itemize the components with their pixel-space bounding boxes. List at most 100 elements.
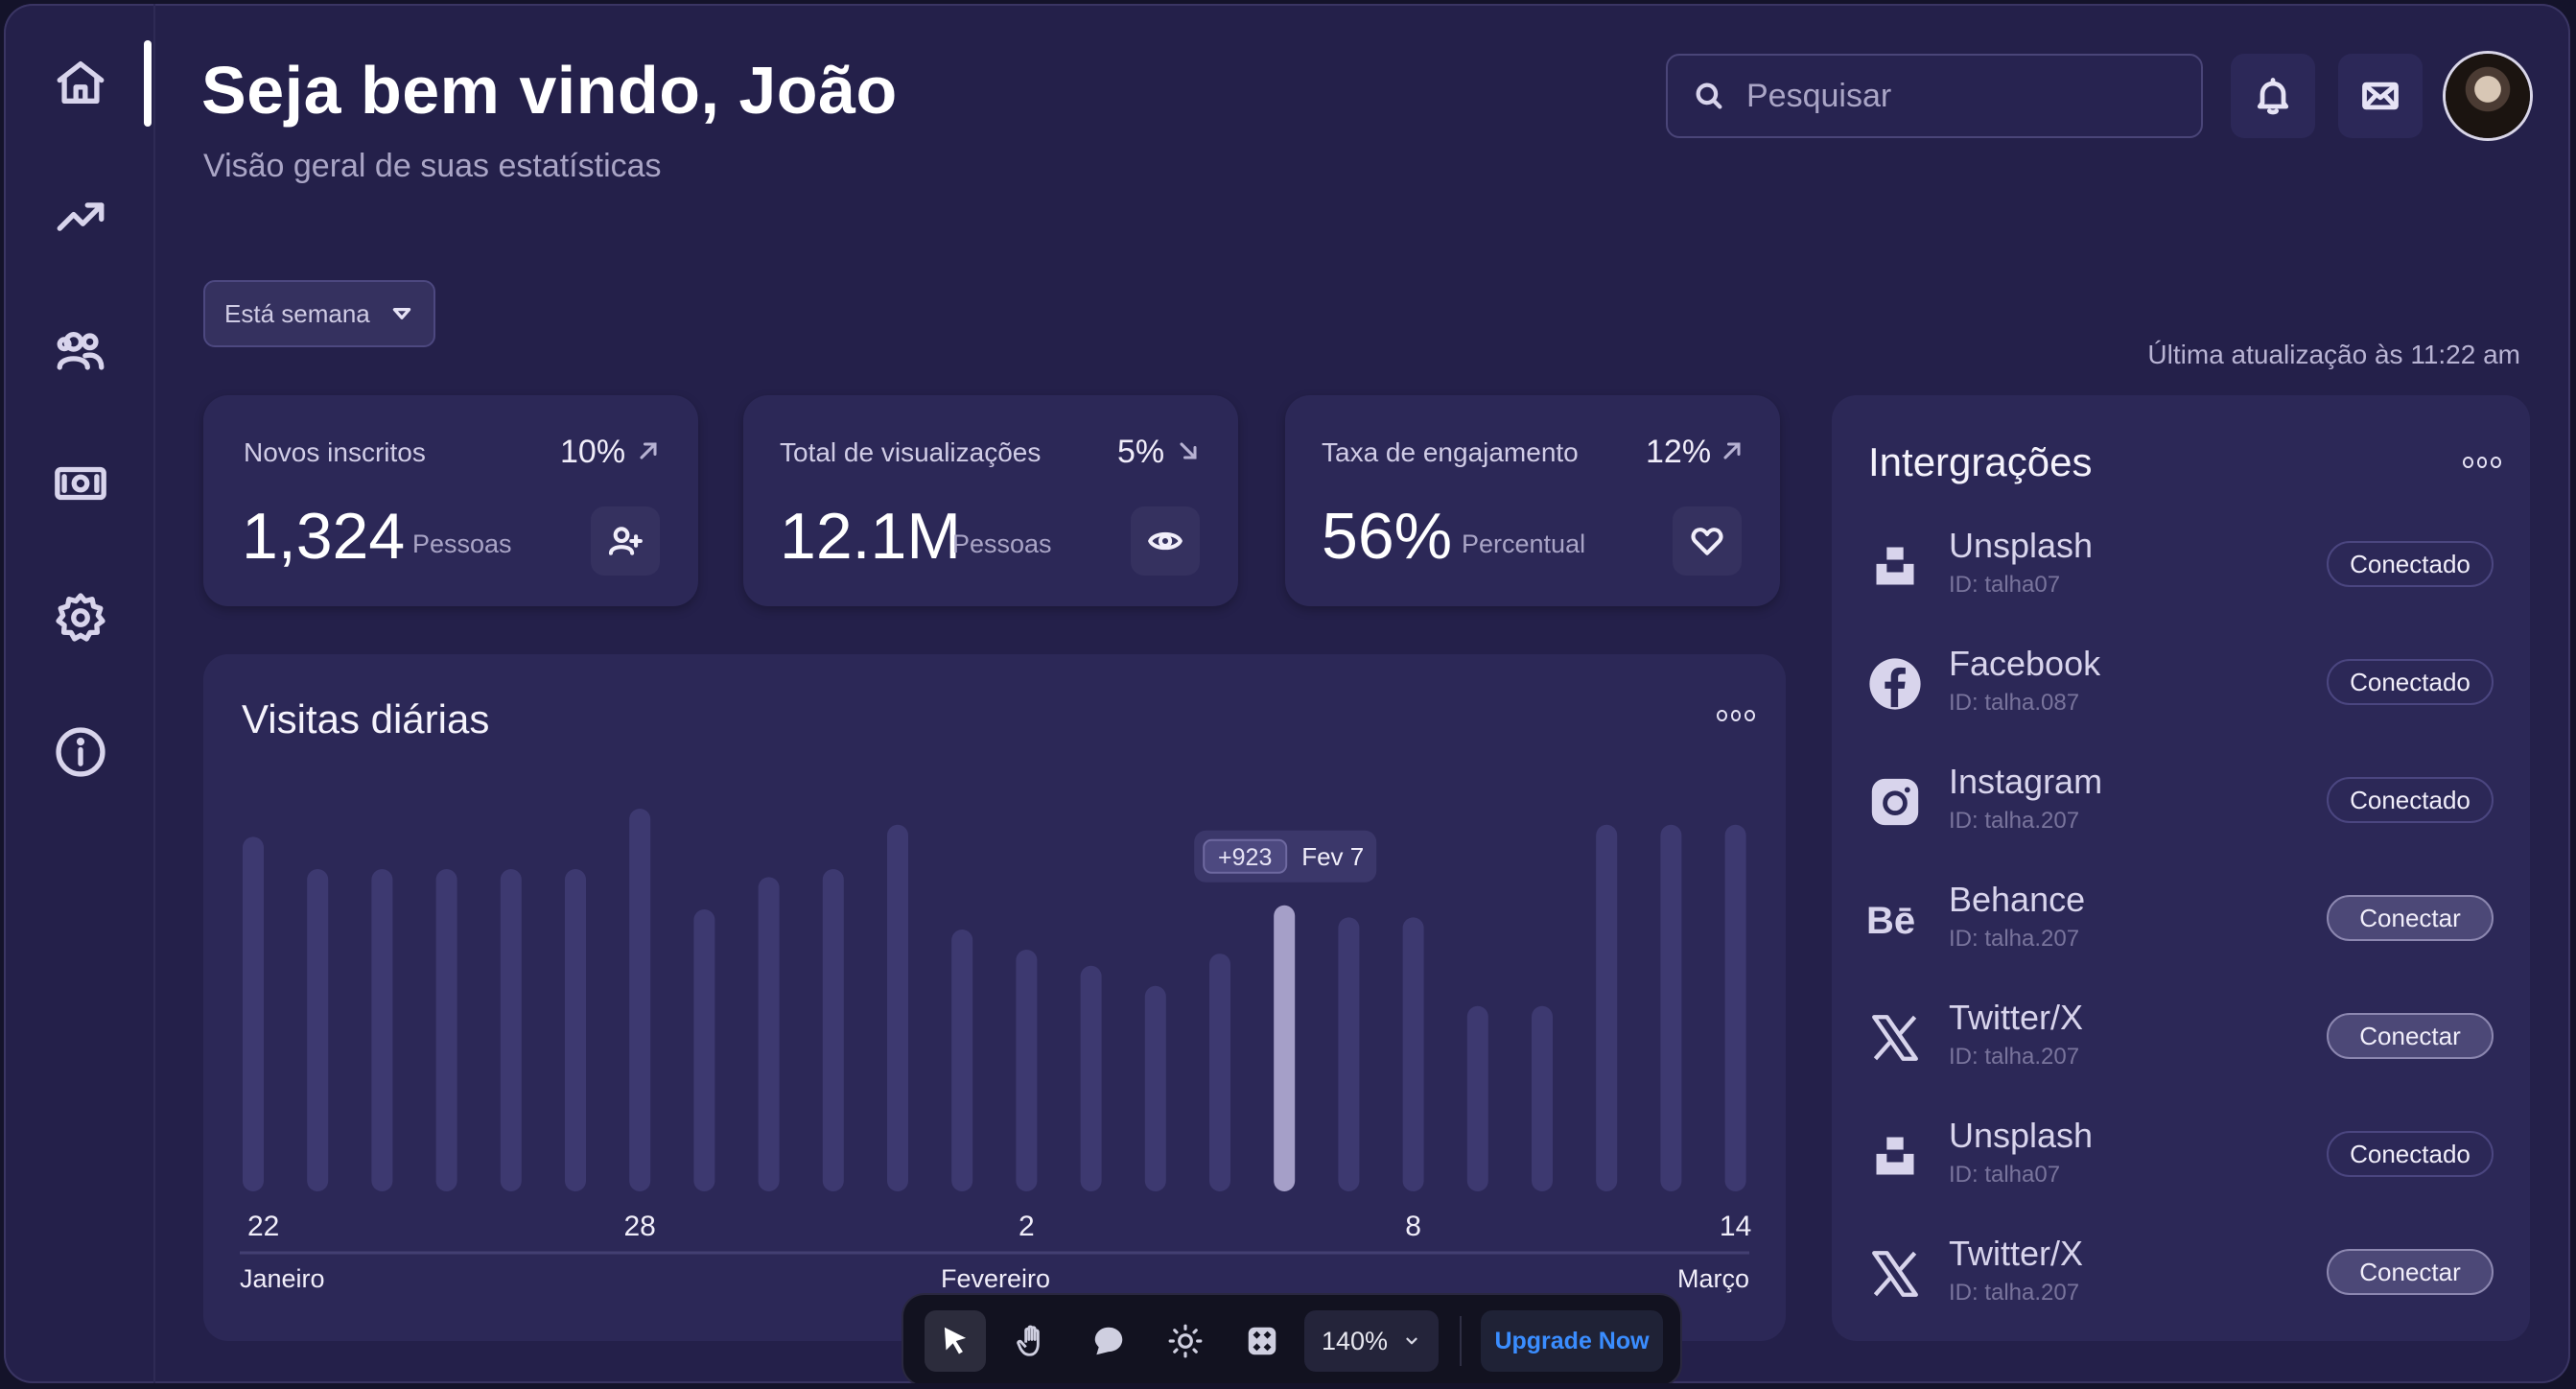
x-tick-label: 14: [1720, 1211, 1751, 1242]
integrations-card: Intergrações Unsplash ID: talha07 Conectad…: [1832, 395, 2530, 1341]
connect-button[interactable]: Conectar: [2327, 1249, 2494, 1295]
stat-card-subscribers: Novos inscritos 10% 1,324 Pessoas: [203, 395, 698, 606]
svg-text:Bē: Bē: [1866, 901, 1915, 939]
integration-id: ID: talha07: [1949, 1162, 2061, 1188]
chart-bar: [887, 824, 908, 1191]
period-dropdown[interactable]: Está semana: [203, 280, 435, 347]
components-tool[interactable]: [1231, 1310, 1293, 1372]
more-options-icon[interactable]: [1717, 706, 1756, 725]
gear-icon[interactable]: [48, 585, 113, 650]
stat-percent: 10%: [560, 434, 626, 470]
hand-icon: [1017, 1325, 1040, 1356]
integration-name: Unsplash: [1949, 1116, 2094, 1155]
page-subtitle: Visão geral de suas estatísticas: [203, 148, 662, 184]
stat-label: Novos inscritos: [244, 437, 426, 467]
integration-id: ID: talha07: [1949, 572, 2061, 598]
messages-button[interactable]: [2338, 54, 2423, 138]
comment-tool[interactable]: [1078, 1310, 1139, 1372]
month-label: Fevereiro: [941, 1264, 1050, 1293]
chart-bar: [371, 869, 393, 1191]
chart-bar: [243, 836, 264, 1191]
search-box[interactable]: [1666, 54, 2203, 138]
toolbar-divider: [1460, 1316, 1462, 1366]
add-user-icon[interactable]: [591, 506, 660, 576]
chart-bar: [629, 809, 651, 1191]
search-icon: [1696, 82, 1722, 109]
money-icon[interactable]: [48, 451, 113, 516]
comment-icon: [1094, 1327, 1123, 1355]
last-update-text: Última atualização às 11:22 am: [2147, 340, 2520, 369]
integration-name: Instagram: [1949, 762, 2103, 801]
eye-icon[interactable]: [1131, 506, 1200, 576]
chart-bar: [1016, 950, 1038, 1191]
heart-icon[interactable]: [1673, 506, 1742, 576]
app-window: Seja bem vindo, João Visão geral de suas…: [4, 4, 2570, 1383]
integration-name: Facebook: [1949, 644, 2101, 683]
integration-row-twitterx: Twitter/X ID: talha.207 Conectar: [1832, 998, 2530, 1094]
connected-button[interactable]: Conectado: [2327, 541, 2494, 587]
chart-bar: [1596, 824, 1618, 1191]
zoom-dropdown[interactable]: 140%: [1304, 1310, 1439, 1372]
chart-bar-highlighted: [1274, 905, 1296, 1191]
pointer-tool[interactable]: [925, 1310, 986, 1372]
chart-bar: [1144, 985, 1166, 1191]
info-icon[interactable]: [48, 719, 113, 785]
stat-value: 56%: [1322, 500, 1453, 573]
page-title: Seja bem vindo, João: [201, 53, 898, 128]
hand-tool[interactable]: [1001, 1310, 1063, 1372]
chart-bar: [1209, 953, 1230, 1191]
tooltip-value: +923: [1218, 844, 1272, 871]
stat-card-views: Total de visualizações 5% 12.1M Pessoas: [743, 395, 1238, 606]
instagram-icon: [1864, 771, 1926, 833]
stat-value: 1,324: [242, 500, 406, 573]
x-tick-label: 22: [247, 1211, 279, 1242]
chart-bar: [1466, 1005, 1488, 1191]
connect-button[interactable]: Conectar: [2327, 1013, 2494, 1059]
integration-id: ID: talha.207: [1949, 1280, 2080, 1306]
zoom-value: 140%: [1322, 1326, 1389, 1355]
users-icon[interactable]: [48, 318, 113, 384]
integration-id: ID: talha.207: [1949, 1044, 2080, 1070]
integration-name: Unsplash: [1949, 526, 2094, 565]
home-icon[interactable]: [48, 50, 113, 115]
chart-bar: [307, 869, 329, 1191]
tooltip-date: Fev 7: [1301, 842, 1364, 871]
integration-row-instagram: Instagram ID: talha.207 Conectado: [1832, 762, 2530, 858]
chart-title: Visitas diárias: [242, 696, 490, 742]
trend-up-icon: [635, 437, 662, 464]
integration-id: ID: talha.207: [1949, 808, 2080, 834]
components-icon: [1248, 1327, 1276, 1355]
integration-row-twitterx: Twitter/X ID: talha.207 Conectar: [1832, 1234, 2530, 1330]
more-options-icon[interactable]: [2463, 453, 2502, 472]
stat-percent: 5%: [1117, 434, 1165, 470]
sun-icon: [1168, 1324, 1203, 1358]
stat-percent: 12%: [1646, 434, 1712, 470]
bottom-toolbar: 140% Upgrade Now: [903, 1295, 1680, 1383]
tooltip-value-badge: [1203, 838, 1288, 874]
x-tick-label: 2: [1019, 1211, 1035, 1242]
search-input[interactable]: [1745, 76, 2170, 116]
stat-unit: Percentual: [1462, 530, 1586, 558]
upgrade-button[interactable]: Upgrade Now: [1481, 1310, 1663, 1372]
mail-icon: [2362, 82, 2399, 110]
connect-button[interactable]: Conectar: [2327, 895, 2494, 941]
trending-up-icon[interactable]: [48, 184, 113, 249]
cursor-icon: [944, 1327, 967, 1354]
x-tick-label: 8: [1405, 1211, 1421, 1242]
connected-button[interactable]: Conectado: [2327, 1131, 2494, 1177]
stat-unit: Pessoas: [412, 530, 512, 558]
chart-bar: [500, 869, 522, 1191]
month-label: Março: [1677, 1264, 1749, 1293]
notifications-button[interactable]: [2231, 54, 2315, 138]
integration-name: Twitter/X: [1949, 998, 2084, 1037]
integration-row-unsplash: Unsplash ID: talha07 Conectado: [1832, 526, 2530, 622]
unsplash-icon: [1864, 535, 1926, 597]
avatar[interactable]: [2446, 54, 2530, 138]
unsplash-icon: [1864, 1125, 1926, 1187]
integrations-title: Intergrações: [1868, 439, 2093, 484]
chart-bar: [1080, 965, 1102, 1191]
connected-button[interactable]: Conectado: [2327, 659, 2494, 705]
connected-button[interactable]: Conectado: [2327, 777, 2494, 823]
chart-bar: [758, 877, 780, 1191]
brightness-tool[interactable]: [1155, 1310, 1216, 1372]
